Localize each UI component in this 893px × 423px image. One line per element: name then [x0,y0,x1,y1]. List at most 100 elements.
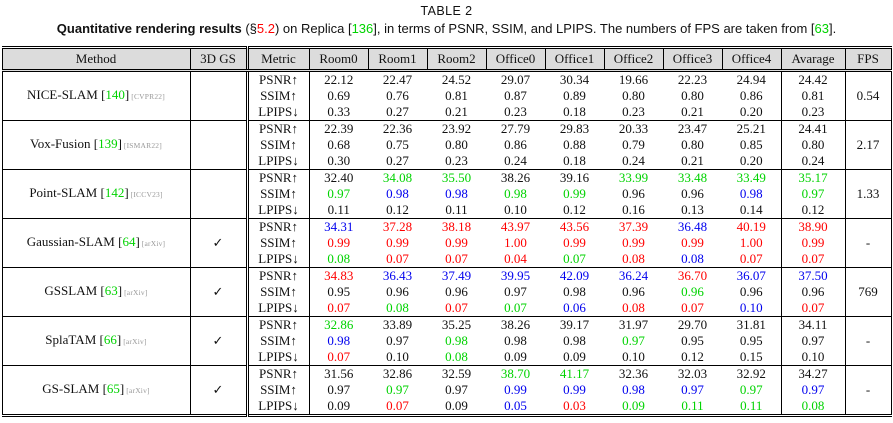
header-office4: Office4 [721,47,782,72]
value-cell: 0.75 [386,137,409,152]
value-cell: 0.08 [622,251,645,266]
citation-bracket: [ [102,381,107,396]
header-row: Method 3D GS Metric Room0 Room1 Room2 Of… [1,47,892,72]
value-cell: 0.07 [327,300,351,315]
average-cell: 34.27 [780,365,846,382]
citation-ref[interactable]: 63 [104,283,118,298]
value-cell: 0.88 [563,137,586,152]
value-cell: 29.83 [545,120,604,137]
value-cell: 0.99 [622,235,645,250]
value-cell: 33.99 [604,169,663,186]
average-cell: 0.24 [780,153,846,170]
value-cell: 38.70 [486,365,545,382]
value-cell: 36.48 [663,218,722,235]
average-cell: 37.50 [780,267,846,284]
value-cell: 0.98 [622,382,645,397]
check-icon: ✓ [212,284,224,299]
value-cell: 0.27 [386,104,409,119]
method-cell: Gaussian-SLAM [64] [arXiv] [2,218,191,268]
value-cell: 39.17 [545,316,604,333]
value-cell: 0.96 [622,186,645,201]
value-cell: 0.05 [504,398,527,413]
value-cell: 24.94 [736,72,766,87]
value-cell: 0.85 [739,137,763,152]
value-cell: 43.56 [545,218,604,235]
metric-cell: LPIPS↓ [245,251,310,268]
value-cell: 34.83 [309,267,368,284]
value-cell: 0.97 [386,382,409,397]
value-cell: 0.96 [445,284,468,299]
citation-bracket: [ [99,332,104,347]
value-cell: 27.79 [486,120,545,137]
table-row: LPIPS↓ 0.33 0.27 0.21 0.23 0.18 0.23 0.21 0.20 0.… [2,104,891,121]
fps-cell: 769 [845,267,891,317]
value-cell: 0.18 [563,153,586,168]
value-cell: 23.92 [427,120,486,137]
value-cell: 0.11 [740,398,763,413]
gs-check-cell: ✓ [190,218,248,268]
average-cell: 0.12 [780,202,846,219]
average-cell: 34.11 [780,316,846,333]
value-cell: 0.23 [622,104,645,119]
table-row: LPIPS↓ 0.30 0.27 0.23 0.24 0.18 0.24 0.21 0.20 0.… [2,153,891,170]
citation-ref[interactable]: 66 [103,332,117,347]
fps-cell: - [845,365,891,416]
citation-bracket: [ [93,136,99,151]
value-cell: 0.80 [681,88,704,103]
citation-bracket: [ [101,87,106,102]
citation-ref[interactable]: 139 [98,136,118,151]
value-cell: 0.96 [681,284,704,299]
citation-ref[interactable]: 140 [105,87,125,102]
metric-cell: LPIPS↓ [245,300,310,317]
value-cell: 0.97 [739,382,763,397]
value-cell: 0.23 [504,104,527,119]
table-row: GS-SLAM [65] [arXiv] ✓ PSNR↑ 31.56 32.86 32.59… [2,365,891,416]
venue-tag: [arXiv] [126,386,150,395]
value-cell: 32.86 [309,316,368,333]
value-cell: 0.07 [681,300,704,315]
section-ref[interactable]: 5.2 [256,21,275,36]
value-cell: 0.06 [563,300,586,315]
value-cell: 0.80 [445,137,468,152]
value-cell: 0.97 [681,382,704,397]
table-row: SSIM↑ 0.99 0.99 0.99 1.00 0.99 0.99 0.99 1.00 0.9… [2,235,891,251]
method-name: NICE-SLAM [27,87,102,102]
method-cell: GSSLAM [63] [arXiv] [2,267,191,317]
value-cell: 32.59 [427,365,486,382]
value-cell: 0.97 [327,382,351,397]
value-cell: 0.96 [739,284,763,299]
metric-cell: LPIPS↓ [245,349,310,366]
value-cell: 0.08 [622,300,645,315]
average-cell: 35.17 [780,169,846,186]
value-cell: 0.07 [445,251,468,266]
citation-bracket: ] [117,283,123,298]
average-cell: 0.80 [780,137,846,153]
value-cell: 0.23 [445,153,468,168]
citation-bracket: ] [135,234,140,249]
value-cell: 37.49 [427,267,486,284]
citation-ref[interactable]: 142 [104,185,125,200]
value-cell: 0.08 [327,251,351,266]
citation-ref-63[interactable]: 63 [814,21,829,36]
value-cell: 38.26 [486,316,545,333]
value-cell: 41.17 [545,365,604,382]
citation-ref[interactable]: 64 [122,234,136,249]
value-cell: 0.10 [622,349,645,364]
metric-cell: PSNR↑ [245,169,310,186]
venue-tag: [ISMAR22] [123,141,162,150]
value-cell: 0.97 [327,186,351,201]
value-cell: 0.98 [386,186,409,201]
table-row: SSIM↑ 0.95 0.96 0.96 0.97 0.98 0.96 0.96 0.96 0.9… [2,284,891,300]
check-icon: ✓ [212,333,224,348]
header-metric: Metric [245,47,310,72]
average-cell: 38.90 [780,218,846,235]
citation-ref[interactable]: 65 [106,381,120,396]
value-cell: 39.16 [545,169,604,186]
header-office2: Office2 [603,47,664,72]
value-cell: 0.98 [563,284,586,299]
citation-ref-136[interactable]: 136 [351,21,374,36]
value-cell: 0.97 [504,284,527,299]
header-average: Avarage [780,47,846,72]
header-office3: Office3 [662,47,723,72]
value-cell: 0.96 [622,284,645,299]
